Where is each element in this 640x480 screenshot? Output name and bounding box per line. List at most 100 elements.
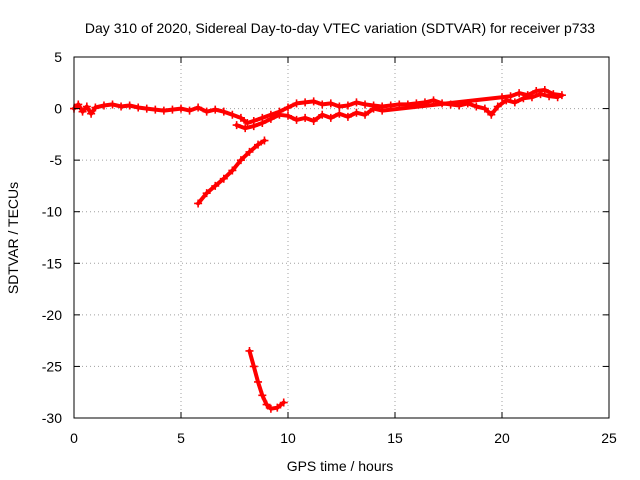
- data-point-marker: [117, 102, 126, 111]
- data-point-marker: [74, 100, 83, 109]
- data-point-marker: [254, 140, 263, 149]
- data-point-marker: [168, 105, 177, 114]
- data-point-marker: [378, 106, 387, 115]
- data-point-marker: [292, 99, 301, 108]
- data-point-marker: [202, 189, 211, 198]
- data-point-marker: [343, 101, 352, 110]
- x-axis-title: GPS time / hours: [287, 458, 394, 474]
- data-point-marker: [266, 404, 275, 413]
- y-tick-label: 0: [54, 101, 62, 117]
- data-point-marker: [318, 110, 327, 119]
- data-point-marker: [318, 100, 327, 109]
- data-point-marker: [202, 107, 211, 116]
- data-point-marker: [78, 107, 87, 116]
- x-tick-label: 5: [177, 430, 185, 446]
- data-point-marker: [151, 105, 160, 114]
- plot-frame: [73, 56, 610, 419]
- data-point-marker: [275, 110, 284, 119]
- data-point-marker: [515, 89, 524, 98]
- data-point-marker: [309, 116, 318, 125]
- x-tick-label: 15: [387, 430, 403, 446]
- chart-title: Day 310 of 2020, Sidereal Day-to-day VTE…: [85, 20, 595, 36]
- y-tick-label: -10: [42, 204, 62, 220]
- data-point-marker: [279, 398, 288, 407]
- data-point-marker: [506, 92, 515, 101]
- data-point-marker: [493, 102, 502, 111]
- data-point-marker: [232, 121, 241, 130]
- data-point-marker: [108, 100, 117, 109]
- data-point-marker: [352, 108, 361, 117]
- data-point-marker: [125, 101, 134, 110]
- data-point-marker: [523, 91, 532, 100]
- data-point-marker: [142, 104, 151, 113]
- series-baseline-a: [70, 90, 562, 128]
- data-point-marker: [211, 181, 220, 190]
- data-point-marker: [262, 400, 271, 409]
- data-point-marker: [249, 122, 258, 131]
- data-point-marker: [361, 110, 370, 119]
- data-point-marker: [258, 391, 267, 400]
- data-point-marker: [236, 156, 245, 165]
- data-point-marker: [258, 119, 267, 128]
- data-point-marker: [361, 100, 370, 109]
- data-point-marker: [540, 86, 549, 95]
- data-point-marker: [532, 87, 541, 96]
- y-tick-label: -30: [42, 410, 62, 426]
- data-point-marker: [301, 98, 310, 107]
- data-point-marker: [228, 110, 237, 119]
- data-point-marker: [301, 113, 310, 122]
- series-layer: [70, 86, 566, 413]
- data-point-marker: [557, 91, 566, 100]
- data-point-marker: [480, 104, 489, 113]
- data-point-marker: [228, 166, 237, 175]
- data-point-marker: [284, 103, 292, 112]
- data-point-marker: [134, 103, 143, 112]
- data-point-marker: [498, 93, 506, 102]
- data-point-marker: [194, 103, 203, 112]
- data-point-marker: [309, 97, 318, 106]
- data-point-marker: [292, 115, 301, 124]
- data-point-marker: [326, 113, 335, 122]
- data-point-marker: [177, 104, 185, 113]
- data-point-marker: [326, 99, 335, 108]
- data-point-marker: [91, 103, 100, 112]
- x-tick-label: 25: [601, 430, 617, 446]
- data-point-marker: [236, 113, 245, 122]
- data-point-marker: [211, 105, 220, 114]
- data-point-marker: [266, 114, 275, 123]
- x-tick-label: 20: [494, 430, 510, 446]
- data-point-marker: [82, 102, 91, 111]
- y-tick-label: -15: [42, 255, 62, 271]
- series-descending-arc: [194, 136, 269, 208]
- data-point-marker: [284, 111, 292, 120]
- data-point-marker: [249, 362, 258, 371]
- data-point-marker: [487, 110, 496, 119]
- data-point-marker: [260, 136, 269, 145]
- data-point-marker: [343, 112, 352, 121]
- data-point-marker: [219, 107, 228, 116]
- data-point-marker: [87, 109, 96, 118]
- data-point-marker: [219, 174, 228, 183]
- x-tick-label: 10: [280, 430, 296, 446]
- y-tick-label: 5: [54, 49, 62, 65]
- data-point-marker: [245, 346, 254, 355]
- tick-layer: 0 5 10 15 20 25 5 0 -5 -10 -15 -20 -25 -30: [42, 49, 617, 446]
- data-point-marker: [241, 124, 250, 133]
- y-tick-label: -20: [42, 307, 62, 323]
- data-point-marker: [245, 147, 254, 156]
- data-point-marker: [510, 98, 519, 107]
- data-point-marker: [254, 377, 263, 386]
- y-tick-label: -25: [42, 358, 62, 374]
- series-deep-arc: [245, 346, 288, 413]
- data-point-marker: [352, 98, 361, 107]
- series-baseline-b: [232, 86, 566, 133]
- data-point-marker: [335, 109, 344, 118]
- data-point-marker: [99, 101, 108, 110]
- data-point-marker: [472, 102, 481, 111]
- y-tick-label: -5: [50, 152, 63, 168]
- data-point-marker: [185, 106, 194, 115]
- data-point-marker: [273, 403, 282, 412]
